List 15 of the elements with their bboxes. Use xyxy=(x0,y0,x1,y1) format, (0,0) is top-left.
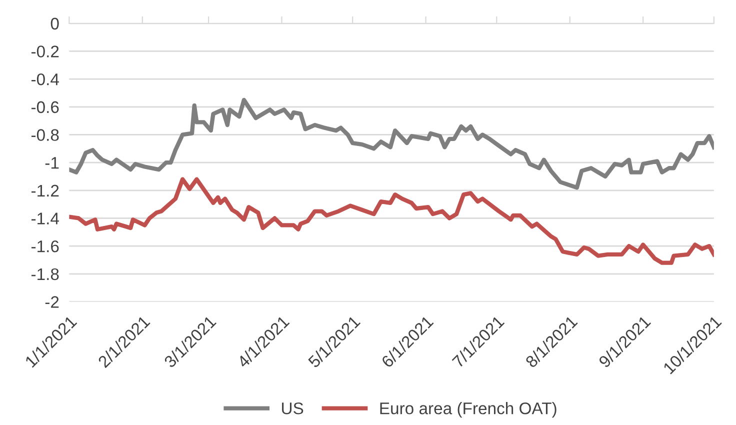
line-series xyxy=(69,177,714,265)
y-tick-label: -1.2 xyxy=(31,184,59,196)
line-series xyxy=(69,98,714,190)
legend-label: Euro area (French OAT) xyxy=(380,402,556,418)
y-tick-label: -0.2 xyxy=(31,46,59,58)
y-tick-label: -0.4 xyxy=(31,73,59,86)
y-tick-label: -1.8 xyxy=(31,268,59,280)
y-tick-label: -0.8 xyxy=(31,129,59,141)
y-tick-label: -1.6 xyxy=(31,240,59,252)
y-tick-label: -1 xyxy=(45,157,59,169)
legend-label: US xyxy=(282,402,304,414)
y-tick-label: -1.4 xyxy=(31,212,59,224)
y-tick-label: -2 xyxy=(45,296,59,308)
y-tick-label: 0 xyxy=(50,18,59,30)
y-tick-label: -0.6 xyxy=(31,101,59,114)
